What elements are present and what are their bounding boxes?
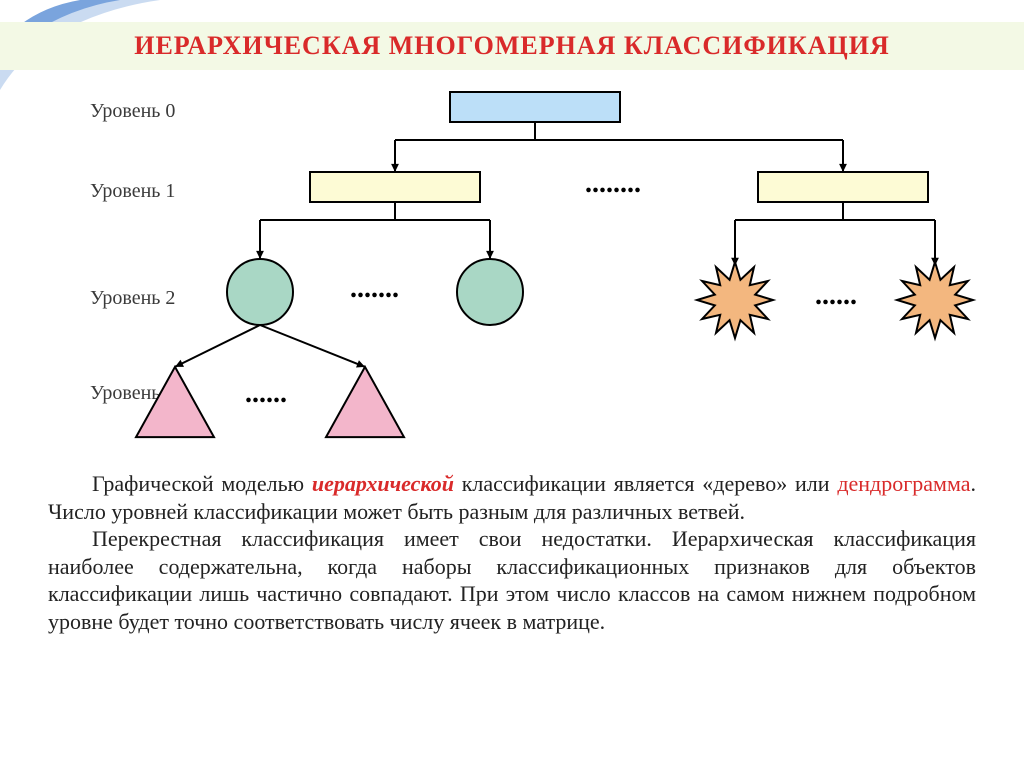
svg-text:......: ...... (245, 378, 287, 409)
page-title: ИЕРАРХИЧЕСКАЯ МНОГОМЕРНАЯ КЛАССИФИКАЦИЯ (134, 31, 890, 61)
p1-text-b: классификации является «дерево» или (454, 471, 837, 496)
diagram-svg: ........................... (0, 82, 1024, 462)
svg-text:......: ...... (815, 280, 857, 311)
p1-highlight-2: дендрограмма (837, 471, 970, 496)
title-band: ИЕРАРХИЧЕСКАЯ МНОГОМЕРНАЯ КЛАССИФИКАЦИЯ (0, 22, 1024, 70)
body-text: Графической моделью иерархической класси… (48, 470, 976, 635)
p1-highlight-1: иерархической (312, 471, 454, 496)
svg-text:........: ........ (585, 168, 641, 199)
paragraph-1: Графической моделью иерархической класси… (48, 470, 976, 525)
paragraph-2: Перекрестная классификация имеет свои не… (48, 525, 976, 635)
svg-text:.......: ....... (350, 273, 399, 304)
hierarchy-diagram: Уровень 0 Уровень 1 Уровень 2 Уровень 3 … (0, 82, 1024, 462)
p1-text-a: Графической моделью (92, 471, 312, 496)
